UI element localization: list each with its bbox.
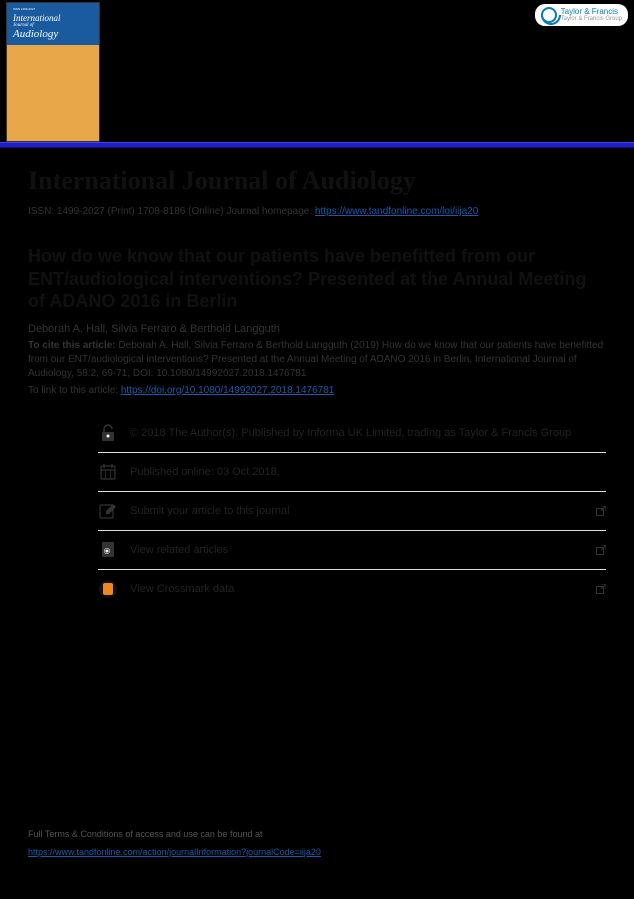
issn-print-label: ISSN: (28, 206, 57, 217)
cover-header: ISSN 1499-2027 International Journal of … (7, 3, 99, 45)
info-list: © 2018 The Author(s). Published by Infor… (28, 414, 606, 608)
citation: To cite this article: Deborah A. Hall, S… (28, 339, 606, 381)
cover-issn: ISSN 1499-2027 (13, 7, 93, 11)
info-submit[interactable]: Submit your article to this journal (98, 491, 606, 530)
homepage-label: Journal homepage: (226, 206, 312, 217)
journal-title: International Journal of Audiology (28, 166, 606, 196)
cover-body (7, 45, 99, 53)
doi-label: To link to this article: (28, 385, 118, 396)
external-link-icon (596, 506, 606, 516)
issn-online: 1708-8186 (138, 206, 186, 217)
publisher-name: Taylor & Francis (561, 7, 618, 16)
cover-title-line1: International (13, 13, 61, 23)
publisher-logo-text: Taylor & Francis Taylor & Francis Group (561, 8, 622, 22)
publisher-logo[interactable]: Taylor & Francis Taylor & Francis Group (535, 4, 628, 26)
publisher-logo-icon (541, 7, 557, 23)
unlock-icon (98, 423, 118, 443)
journal-cover: ISSN 1499-2027 International Journal of … (6, 2, 100, 142)
doi-line: To link to this article: https://doi.org… (28, 385, 606, 396)
info-related[interactable]: View related articles (98, 530, 606, 569)
citation-label: To cite this article: (28, 340, 116, 351)
calendar-icon (98, 462, 118, 482)
homepage-link[interactable]: https://www.tandfonline.com/loi/iija20 (315, 206, 478, 217)
cover-title: International Journal of Audiology (13, 14, 93, 40)
content: International Journal of Audiology ISSN:… (0, 148, 634, 788)
published-text: Published online: 03 Oct 2018. (130, 466, 606, 478)
page: ISSN 1499-2027 International Journal of … (0, 0, 634, 899)
footer-terms-link[interactable]: https://www.tandfonline.com/action/journ… (28, 847, 321, 857)
search-doc-icon (98, 540, 118, 560)
info-published: Published online: 03 Oct 2018. (98, 452, 606, 491)
header: ISSN 1499-2027 International Journal of … (0, 0, 634, 142)
info-crossmark[interactable]: View Crossmark data (98, 569, 606, 608)
cover-title-line3: Audiology (13, 28, 58, 40)
issn-print-suffix: (Print) (108, 206, 138, 217)
issn-print: 1499-2027 (57, 206, 105, 217)
publisher-subline: Taylor & Francis Group (561, 16, 622, 22)
external-link-icon (596, 545, 606, 555)
submit-text: Submit your article to this journal (130, 505, 584, 517)
crossmark-text: View Crossmark data (130, 583, 584, 595)
external-link-icon (596, 584, 606, 594)
crossmark-icon (98, 579, 118, 599)
doi-link[interactable]: https://doi.org/10.1080/14992027.2018.14… (121, 385, 335, 396)
edit-icon (98, 501, 118, 521)
info-copyright: © 2018 The Author(s). Published by Infor… (98, 414, 606, 452)
article-authors: Deborah A. Hall, Silvia Ferraro & Bertho… (28, 323, 606, 335)
copyright-text: © 2018 The Author(s). Published by Infor… (130, 427, 606, 439)
related-text: View related articles (130, 544, 584, 556)
journal-meta: ISSN: 1499-2027 (Print) 1708-8186 (Onlin… (28, 206, 606, 217)
article-title: How do we know that our patients have be… (28, 245, 606, 313)
footer: Full Terms & Conditions of access and us… (0, 788, 634, 899)
footer-terms: Full Terms & Conditions of access and us… (28, 828, 606, 842)
issn-online-suffix: (Online) (188, 206, 226, 217)
